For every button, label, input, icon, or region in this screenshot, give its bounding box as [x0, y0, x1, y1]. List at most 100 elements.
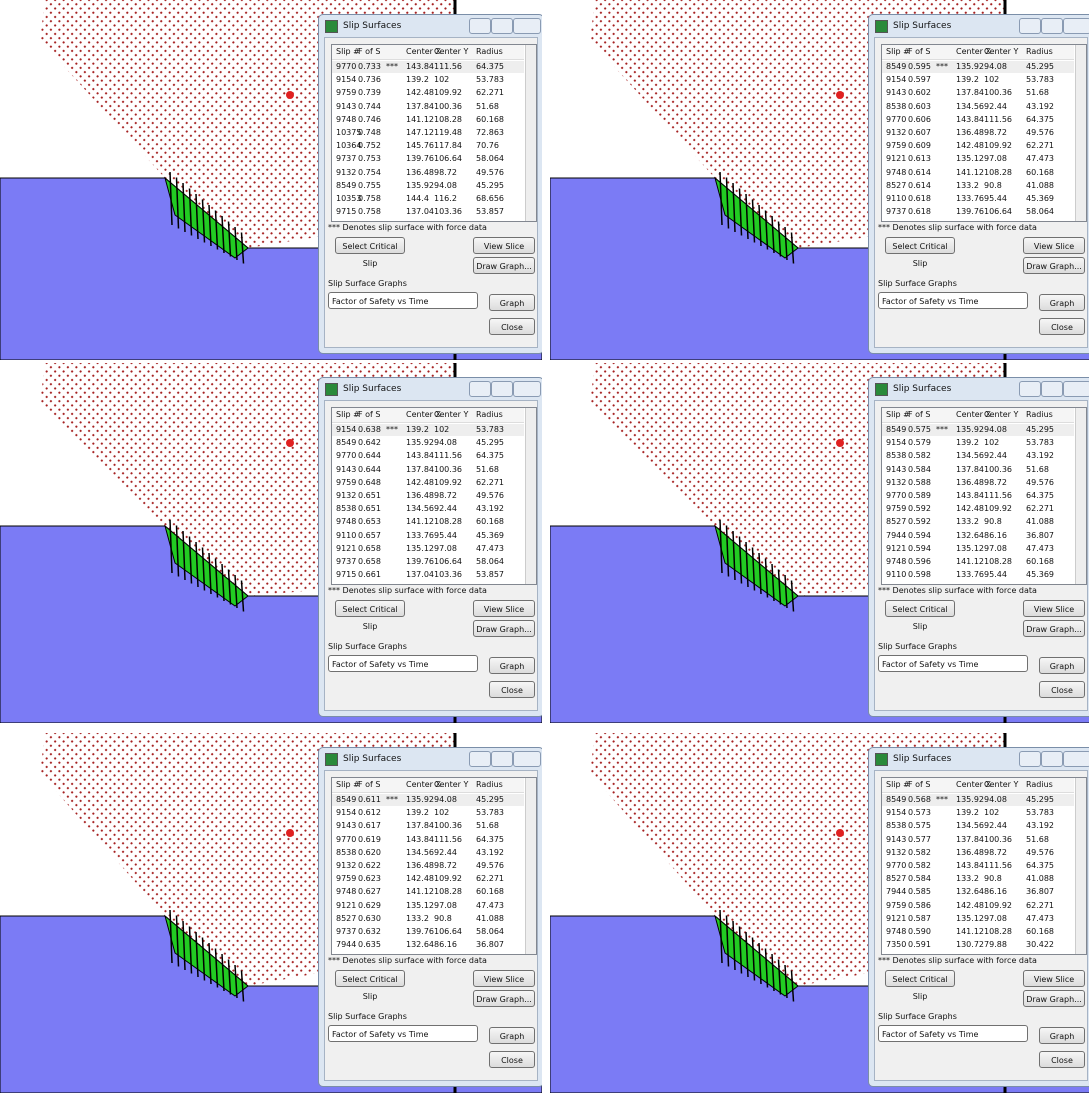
graph-button[interactable]: Graph [1039, 294, 1085, 311]
table-row[interactable]: 8538 0.620 134.56 92.44 43.192 [332, 847, 524, 859]
table-row[interactable]: 9121 0.658 135.12 97.08 47.473 [332, 543, 524, 555]
table-row[interactable]: 9759 0.648 142.48 109.92 62.271 [332, 477, 524, 489]
window-close[interactable] [513, 751, 541, 767]
select-critical-button[interactable]: Select Critical Slip [335, 600, 405, 631]
maximize[interactable] [491, 751, 513, 767]
window-close[interactable] [1063, 18, 1089, 34]
draw-graph-button[interactable]: Draw Graph... [473, 257, 535, 274]
table-row[interactable]: 9770 0.619 143.84 111.56 64.375 [332, 834, 524, 846]
column-header[interactable]: Center X [956, 47, 991, 56]
view-slice-button[interactable]: View Slice Info... [473, 237, 535, 268]
column-header[interactable]: Center Y [984, 410, 1019, 419]
table-row[interactable]: 9748 0.746 141.12 108.28 60.168 [332, 114, 524, 126]
table-row[interactable]: 9770 0.589 143.84 111.56 64.375 [882, 490, 1074, 502]
table-row[interactable]: 8538 0.651 134.56 92.44 43.192 [332, 503, 524, 515]
table-row[interactable]: 9154 0.573 139.2 102 53.783 [882, 807, 1074, 819]
table-row[interactable]: 9748 0.614 141.12 108.28 60.168 [882, 167, 1074, 179]
table-row[interactable]: 9121 0.613 135.12 97.08 47.473 [882, 153, 1074, 165]
table-row[interactable]: 8527 0.592 133.2 90.8 41.088 [882, 516, 1074, 528]
table-row[interactable]: 9143 0.617 137.84 100.36 51.68 [332, 820, 524, 832]
close-button[interactable]: Close [1039, 318, 1085, 335]
table-row[interactable]: 9748 0.653 141.12 108.28 60.168 [332, 516, 524, 528]
table-row[interactable]: 9759 0.592 142.48 109.92 62.271 [882, 503, 1074, 515]
column-header[interactable]: F of S [908, 47, 931, 56]
draw-graph-button[interactable]: Draw Graph... [1023, 620, 1085, 637]
column-header[interactable]: Slip # [336, 780, 360, 789]
table-row[interactable]: 8538 0.582 134.56 92.44 43.192 [882, 450, 1074, 462]
table-row[interactable]: 10364 0.752 145.76 117.84 70.76 [332, 140, 524, 152]
table-row[interactable]: 9737 0.632 139.76 106.64 58.064 [332, 926, 524, 938]
draw-graph-button[interactable]: Draw Graph... [1023, 990, 1085, 1007]
table-row[interactable]: 9154 0.597 139.2 102 53.783 [882, 74, 1074, 86]
table-row[interactable]: 9759 0.623 142.48 109.92 62.271 [332, 873, 524, 885]
table-row[interactable]: 9759 0.586 142.48 109.92 62.271 [882, 900, 1074, 912]
table-row[interactable]: 8527 0.584 133.2 90.8 41.088 [882, 873, 1074, 885]
close-button[interactable]: Close [489, 318, 535, 335]
column-header[interactable]: Slip # [886, 410, 910, 419]
column-header[interactable]: F of S [358, 780, 381, 789]
minimize[interactable] [469, 18, 491, 34]
select-critical-button[interactable]: Select Critical Slip [885, 600, 955, 631]
close-button[interactable]: Close [1039, 681, 1085, 698]
table-row[interactable]: 9132 0.582 136.48 98.72 49.576 [882, 847, 1074, 859]
maximize[interactable] [1041, 381, 1063, 397]
window-close[interactable] [1063, 381, 1089, 397]
column-header[interactable]: Center Y [434, 47, 469, 56]
close-button[interactable]: Close [1039, 1051, 1085, 1068]
table-row[interactable]: 9132 0.607 136.48 98.72 49.576 [882, 127, 1074, 139]
column-header[interactable]: Radius [476, 780, 503, 789]
table-row[interactable]: 9132 0.754 136.48 98.72 49.576 [332, 167, 524, 179]
maximize[interactable] [491, 18, 513, 34]
table-row[interactable]: 9715 0.661 137.04 103.36 53.857 [332, 569, 524, 581]
table-row[interactable]: 10353 0.758 144.4 116.2 68.656 [332, 193, 524, 205]
table-row[interactable]: 9132 0.622 136.48 98.72 49.576 [332, 860, 524, 872]
view-slice-button[interactable]: View Slice Info... [1023, 600, 1085, 631]
column-header[interactable]: Center Y [984, 780, 1019, 789]
close-button[interactable]: Close [489, 681, 535, 698]
column-header[interactable]: F of S [358, 410, 381, 419]
table-row[interactable]: 9748 0.627 141.12 108.28 60.168 [332, 886, 524, 898]
column-header[interactable]: Center X [956, 410, 991, 419]
column-header[interactable]: Radius [476, 410, 503, 419]
table-row[interactable]: 10375 0.748 147.12 119.48 72.863 [332, 127, 524, 139]
table-row[interactable]: 9154 0.736 139.2 102 53.783 [332, 74, 524, 86]
graph-type-dropdown[interactable]: Factor of Safety vs Time [878, 655, 1028, 672]
window-close[interactable] [513, 18, 541, 34]
close-button[interactable]: Close [489, 1051, 535, 1068]
table-row[interactable]: 9154 0.579 139.2 102 53.783 [882, 437, 1074, 449]
table-row[interactable]: 8549 0.755 135.92 94.08 45.295 [332, 180, 524, 192]
table-row[interactable]: 7944 0.635 132.64 86.16 36.807 [332, 939, 524, 951]
graph-type-dropdown[interactable]: Factor of Safety vs Time [328, 1025, 478, 1042]
minimize[interactable] [1019, 18, 1041, 34]
graph-type-dropdown[interactable]: Factor of Safety vs Time [328, 292, 478, 309]
table-row[interactable]: 9759 0.739 142.48 109.92 62.271 [332, 87, 524, 99]
column-header[interactable]: F of S [908, 410, 931, 419]
table-row[interactable]: 8549 0.595 135.92 94.08 45.295 *** [882, 61, 1074, 73]
table-row[interactable]: 9715 0.758 137.04 103.36 53.857 [332, 206, 524, 218]
table-row[interactable]: 9121 0.629 135.12 97.08 47.473 [332, 900, 524, 912]
table-row[interactable]: 7944 0.585 132.64 86.16 36.807 [882, 886, 1074, 898]
column-header[interactable]: Radius [1026, 780, 1053, 789]
column-header[interactable]: Radius [476, 47, 503, 56]
table-row[interactable]: 9154 0.638 139.2 102 53.783 *** [332, 424, 524, 436]
table-row[interactable]: 8538 0.603 134.56 92.44 43.192 [882, 101, 1074, 113]
draw-graph-button[interactable]: Draw Graph... [1023, 257, 1085, 274]
table-row[interactable]: 9143 0.584 137.84 100.36 51.68 [882, 464, 1074, 476]
draw-graph-button[interactable]: Draw Graph... [473, 620, 535, 637]
column-header[interactable]: Slip # [886, 780, 910, 789]
select-critical-button[interactable]: Select Critical Slip [885, 237, 955, 268]
table-row[interactable]: 8549 0.642 135.92 94.08 45.295 [332, 437, 524, 449]
select-critical-button[interactable]: Select Critical Slip [885, 970, 955, 1001]
graph-button[interactable]: Graph [489, 657, 535, 674]
table-row[interactable]: 7944 0.594 132.64 86.16 36.807 [882, 530, 1074, 542]
column-header[interactable]: F of S [358, 47, 381, 56]
view-slice-button[interactable]: View Slice Info... [473, 970, 535, 1001]
graph-button[interactable]: Graph [489, 294, 535, 311]
minimize[interactable] [1019, 751, 1041, 767]
table-row[interactable]: 9770 0.733 143.84 111.56 64.375 *** [332, 61, 524, 73]
select-critical-button[interactable]: Select Critical Slip [335, 970, 405, 1001]
table-row[interactable]: 9143 0.744 137.84 100.36 51.68 [332, 101, 524, 113]
table-row[interactable]: 9154 0.612 139.2 102 53.783 [332, 807, 524, 819]
maximize[interactable] [1041, 18, 1063, 34]
table-row[interactable]: 9132 0.588 136.48 98.72 49.576 [882, 477, 1074, 489]
